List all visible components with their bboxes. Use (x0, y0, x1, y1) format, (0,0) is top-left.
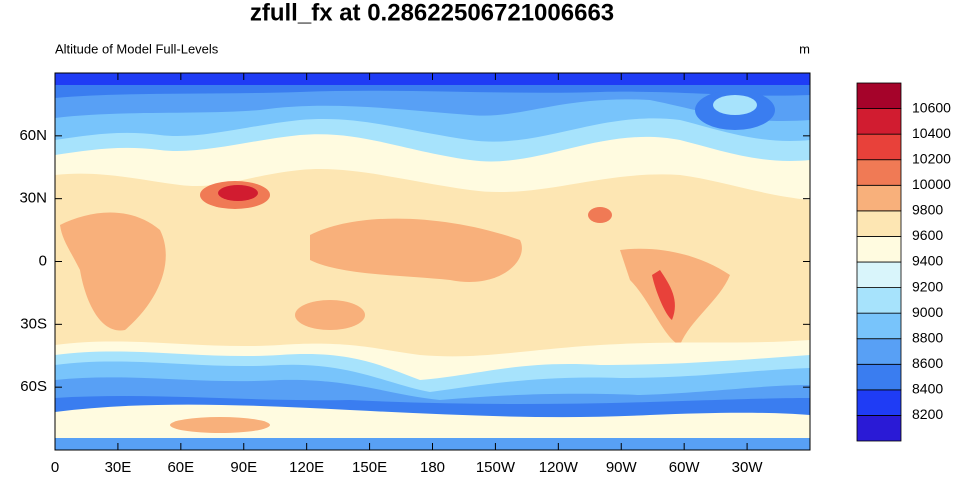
y-tick-label: 30S (20, 315, 47, 332)
subtitle: Altitude of Model Full-Levels (55, 41, 219, 56)
colorbar-label: 8800 (912, 329, 943, 345)
x-tick-label: 30E (105, 459, 132, 476)
colorbar: 8200 8400 8600 8800 9000 9200 9400 9600 9800 1000… (856, 82, 951, 442)
y-tick-label: 30N (19, 190, 47, 207)
colorbar-label: 9200 (912, 278, 943, 294)
x-tick-label: 150E (352, 459, 387, 476)
colorbar-box (856, 236, 902, 263)
x-tick-label: 180 (420, 459, 445, 476)
colorbar-box (856, 184, 902, 212)
colorbar-label: 10600 (912, 99, 951, 115)
colorbar-label: 9600 (912, 227, 943, 243)
map-field (55, 73, 810, 450)
colorbar-label: 8600 (912, 355, 943, 371)
colorbar-box (856, 82, 902, 109)
colorbar-box (856, 415, 902, 442)
units: m (799, 41, 810, 56)
x-tick-label: 120W (539, 459, 579, 476)
colorbar-label: 8200 (912, 406, 943, 422)
title: zfull_fx at 0.28622506721006663 (250, 0, 614, 26)
colorbar-label: 9400 (912, 253, 943, 269)
colorbar-box (856, 210, 902, 237)
x-tick-label: 90W (606, 459, 638, 476)
colorbar-box (856, 389, 902, 416)
x-tick-label: 90E (230, 459, 257, 476)
x-tick-label: 120E (289, 459, 324, 476)
x-tick-label: 0 (51, 459, 59, 476)
axes: 0 30E 60E 90E 120E 150E 180 150W 120W 90W 60W 30W 60… (19, 73, 810, 476)
x-tick-label: 150W (476, 459, 516, 476)
colorbar-box (856, 261, 902, 288)
y-tick-label: 60N (19, 127, 47, 144)
y-tick-label: 60S (20, 378, 47, 395)
colorbar-box (856, 108, 902, 135)
colorbar-box (856, 338, 902, 365)
colorbar-label: 10000 (912, 176, 951, 192)
colorbar-box (856, 287, 902, 314)
colorbar-label: 10400 (912, 125, 951, 141)
colorbar-label: 10200 (912, 150, 951, 166)
colorbar-box (856, 363, 902, 391)
x-tick-label: 30W (732, 459, 764, 476)
x-tick-label: 60E (167, 459, 194, 476)
x-tick-label: 60W (669, 459, 701, 476)
colorbar-label: 8400 (912, 381, 943, 397)
colorbar-label: 9000 (912, 304, 943, 320)
colorbar-box (856, 159, 902, 186)
colorbar-box (856, 312, 902, 340)
y-tick-label: 0 (39, 252, 47, 269)
colorbar-label: 9800 (912, 202, 943, 218)
colorbar-box (856, 133, 902, 161)
